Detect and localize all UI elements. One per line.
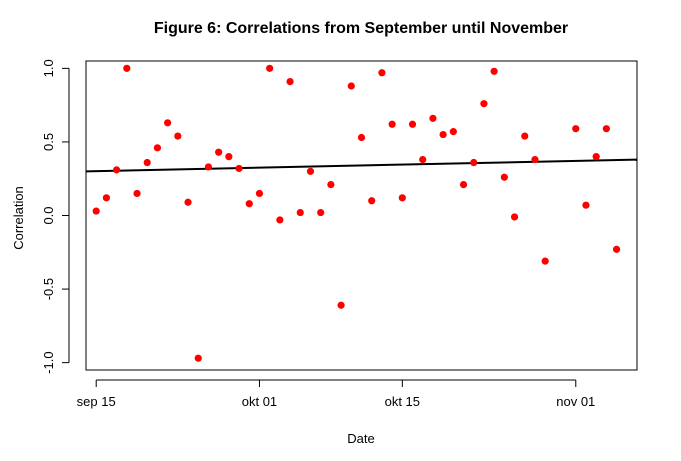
data-point [500,173,508,181]
y-tick-label: 1.0 [41,59,56,77]
data-point [143,158,151,167]
y-tick-label: 0.5 [41,133,56,151]
data-point [419,155,427,164]
data-point [459,181,468,189]
data-point [102,194,111,202]
data-point [266,64,274,72]
data-point [398,194,406,202]
trend-line-group [85,158,638,173]
data-point [572,125,580,133]
data-point [327,181,335,189]
chart-title: Figure 6: Correlations from September un… [154,20,568,37]
plot-frame [85,60,638,371]
data-points [92,64,621,362]
data-point [510,213,519,221]
trend-line [85,158,638,173]
data-point [225,153,233,161]
data-point [480,100,488,108]
data-point [194,354,202,362]
data-point [378,69,386,77]
data-point [123,64,131,72]
data-point [439,130,447,139]
x-tick-label: okt 15 [385,394,420,409]
data-point [521,132,529,140]
data-point [602,125,610,133]
data-point [113,166,121,174]
x-axis-label: Date [347,431,374,446]
data-point [357,133,366,142]
data-point [490,67,498,75]
y-tick-label: 0.0 [41,206,56,224]
x-tick-label: nov 01 [556,394,595,409]
data-point [286,78,294,86]
data-point [388,120,396,128]
data-point [184,198,192,206]
data-point [204,163,213,171]
data-point [541,257,549,265]
data-point [255,189,264,198]
data-point [337,301,345,309]
y-axis: -1.0 -0.5 0.0 0.5 1.0 [41,59,70,374]
x-axis: sep 15 okt 01 okt 15 nov 01 [77,379,595,409]
data-point [592,153,600,161]
y-tick-label: -1.0 [41,351,56,373]
data-point [133,189,141,198]
y-tick-label: -0.5 [41,278,56,300]
data-point [317,208,325,217]
data-point [164,119,172,127]
data-point [612,245,621,253]
data-point [470,158,478,167]
data-point [368,197,376,205]
data-point [92,207,100,215]
x-tick-label: okt 01 [242,394,277,409]
data-point [449,128,457,136]
data-point [582,201,590,209]
data-point [296,208,304,217]
data-point [174,132,182,140]
data-point [153,144,162,152]
data-point [276,216,284,224]
data-point [531,155,539,164]
x-tick-label: sep 15 [77,394,116,409]
data-point [215,148,223,156]
data-point [429,114,437,122]
data-point [235,164,243,173]
data-point [245,200,253,208]
data-point [408,120,417,128]
data-point [347,82,355,90]
y-axis-label: Correlation [11,186,26,250]
data-point [306,167,315,175]
